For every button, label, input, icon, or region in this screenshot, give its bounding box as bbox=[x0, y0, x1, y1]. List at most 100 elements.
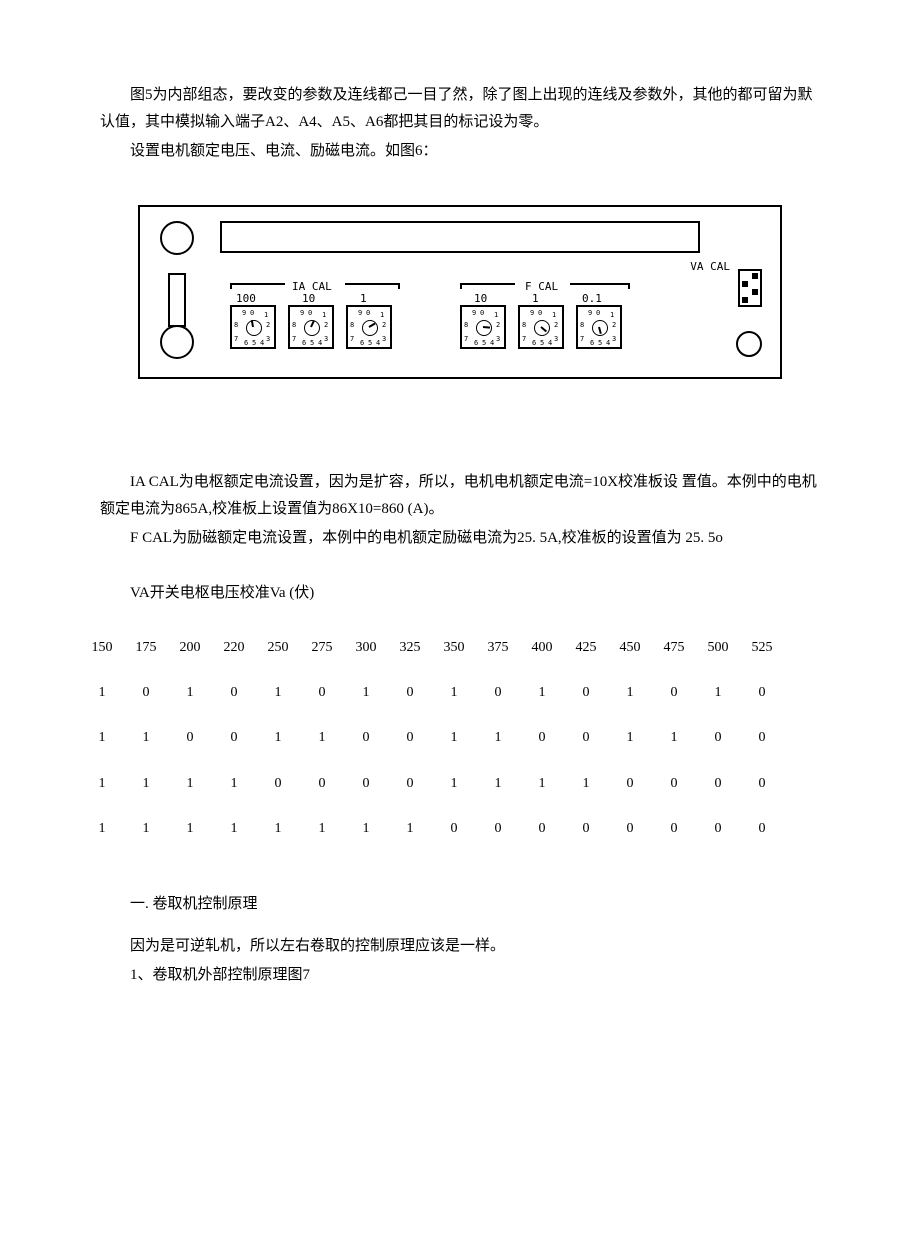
table-cell: 1 bbox=[80, 761, 124, 806]
table-cell: 0 bbox=[696, 761, 740, 806]
table-cell: 0 bbox=[256, 761, 300, 806]
slot-indicator bbox=[168, 273, 186, 327]
table-cell: 0 bbox=[608, 761, 652, 806]
display-bar bbox=[220, 221, 700, 253]
table-cell: 0 bbox=[388, 670, 432, 715]
table-cell: 1 bbox=[696, 670, 740, 715]
section-heading: 一. 卷取机控制原理 bbox=[100, 891, 820, 918]
table-cell: 0 bbox=[344, 715, 388, 760]
table-cell: 1 bbox=[300, 715, 344, 760]
table-cell: 1 bbox=[212, 761, 256, 806]
mid-p3: VA开关电枢电压校准Va (伏) bbox=[100, 580, 820, 607]
table-cell: 1 bbox=[476, 715, 520, 760]
rotary-dial[interactable]: 9018273654 bbox=[346, 305, 392, 349]
table-cell: 0 bbox=[432, 806, 476, 851]
figure-6: VA CAL IA CAL F CAL 10090182736541090182… bbox=[100, 205, 820, 379]
table-header-cell: 400 bbox=[520, 625, 564, 670]
table-cell: 1 bbox=[80, 806, 124, 851]
table-header-cell: 425 bbox=[564, 625, 608, 670]
table-header-cell: 325 bbox=[388, 625, 432, 670]
table-cell: 1 bbox=[608, 670, 652, 715]
table-cell: 0 bbox=[520, 715, 564, 760]
table-header-cell: 275 bbox=[300, 625, 344, 670]
table-cell: 0 bbox=[652, 806, 696, 851]
table-cell: 1 bbox=[432, 715, 476, 760]
table-cell: 0 bbox=[124, 670, 168, 715]
table-cell: 1 bbox=[520, 761, 564, 806]
indicator-circle bbox=[160, 325, 194, 359]
rotary-dial[interactable]: 9018273654 bbox=[518, 305, 564, 349]
table-header-cell: 375 bbox=[476, 625, 520, 670]
table-cell: 1 bbox=[652, 715, 696, 760]
table-header-cell: 200 bbox=[168, 625, 212, 670]
calibration-panel: VA CAL IA CAL F CAL 10090182736541090182… bbox=[138, 205, 782, 379]
footer-p1: 因为是可逆轧机，所以左右卷取的控制原理应该是一样。 bbox=[100, 933, 820, 960]
table-cell: 1 bbox=[564, 761, 608, 806]
table-cell: 0 bbox=[300, 670, 344, 715]
rotary-dial[interactable]: 9018273654 bbox=[460, 305, 506, 349]
table-cell: 1 bbox=[388, 806, 432, 851]
table-cell: 0 bbox=[388, 715, 432, 760]
va-cal-label: VA CAL bbox=[690, 257, 730, 277]
table-cell: 0 bbox=[476, 806, 520, 851]
intro-p1: 图5为内部组态，要改变的参数及连线都己一目了然，除了图上出现的连线及参数外，其他… bbox=[100, 82, 820, 136]
table-cell: 0 bbox=[300, 761, 344, 806]
table-header-cell: 525 bbox=[740, 625, 784, 670]
table-cell: 1 bbox=[300, 806, 344, 851]
table-cell: 1 bbox=[256, 670, 300, 715]
table-cell: 1 bbox=[256, 806, 300, 851]
table-cell: 1 bbox=[256, 715, 300, 760]
table-cell: 0 bbox=[652, 761, 696, 806]
indicator-circle bbox=[736, 331, 762, 357]
table-header-cell: 450 bbox=[608, 625, 652, 670]
table-cell: 1 bbox=[168, 761, 212, 806]
table-cell: 0 bbox=[740, 761, 784, 806]
table-cell: 1 bbox=[124, 761, 168, 806]
table-cell: 0 bbox=[212, 715, 256, 760]
table-cell: 1 bbox=[124, 715, 168, 760]
table-cell: 0 bbox=[740, 806, 784, 851]
f-cal-label: F CAL bbox=[525, 277, 558, 297]
va-dip-switch[interactable] bbox=[738, 269, 762, 307]
rotary-dial[interactable]: 9018273654 bbox=[576, 305, 622, 349]
mid-p1: IA CAL为电枢额定电流设置，因为是扩容，所以，电机电机额定电流=10X校准板… bbox=[100, 469, 820, 523]
table-cell: 1 bbox=[168, 806, 212, 851]
table-cell: 0 bbox=[212, 670, 256, 715]
table-cell: 0 bbox=[696, 806, 740, 851]
table-cell: 0 bbox=[388, 761, 432, 806]
table-cell: 1 bbox=[476, 761, 520, 806]
table-cell: 1 bbox=[344, 806, 388, 851]
table-cell: 0 bbox=[608, 806, 652, 851]
table-cell: 1 bbox=[432, 670, 476, 715]
rotary-dial[interactable]: 9018273654 bbox=[288, 305, 334, 349]
table-header-cell: 500 bbox=[696, 625, 740, 670]
table-header-cell: 220 bbox=[212, 625, 256, 670]
table-header-cell: 175 bbox=[124, 625, 168, 670]
table-header-cell: 350 bbox=[432, 625, 476, 670]
table-header-cell: 150 bbox=[80, 625, 124, 670]
table-cell: 1 bbox=[80, 670, 124, 715]
table-cell: 1 bbox=[344, 670, 388, 715]
table-cell: 0 bbox=[564, 670, 608, 715]
table-header-cell: 250 bbox=[256, 625, 300, 670]
table-cell: 1 bbox=[608, 715, 652, 760]
table-cell: 1 bbox=[432, 761, 476, 806]
table-cell: 0 bbox=[652, 670, 696, 715]
table-cell: 1 bbox=[520, 670, 564, 715]
table-cell: 0 bbox=[740, 715, 784, 760]
table-header-cell: 475 bbox=[652, 625, 696, 670]
table-cell: 0 bbox=[344, 761, 388, 806]
table-cell: 0 bbox=[520, 806, 564, 851]
table-cell: 1 bbox=[212, 806, 256, 851]
footer-p2: 1、卷取机外部控制原理图7 bbox=[100, 962, 820, 989]
va-calibration-table: 1501752002202502753003253503754004254504… bbox=[80, 625, 784, 851]
table-cell: 0 bbox=[564, 715, 608, 760]
table-cell: 1 bbox=[124, 806, 168, 851]
indicator-circle bbox=[160, 221, 194, 255]
table-cell: 0 bbox=[564, 806, 608, 851]
table-cell: 1 bbox=[80, 715, 124, 760]
table-cell: 1 bbox=[168, 670, 212, 715]
table-cell: 0 bbox=[696, 715, 740, 760]
intro-p2: 设置电机额定电压、电流、励磁电流。如图6： bbox=[100, 138, 820, 165]
rotary-dial[interactable]: 9018273654 bbox=[230, 305, 276, 349]
